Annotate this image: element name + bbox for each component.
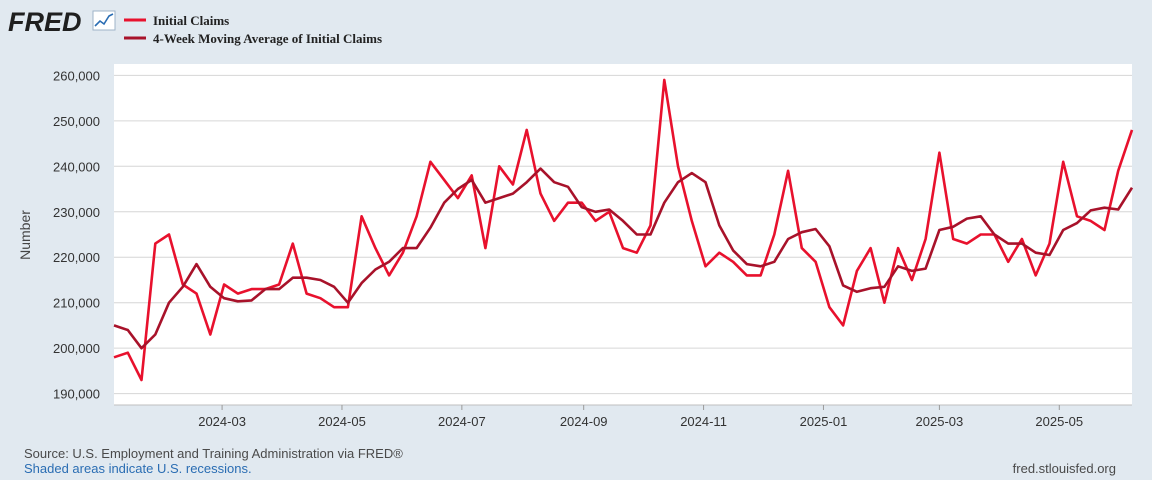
legend-label-initial-claims: Initial Claims (153, 13, 229, 28)
x-tick-label: 2025-05 (1035, 414, 1083, 429)
y-axis-label: Number (17, 210, 33, 260)
x-tick-label: 2024-03 (198, 414, 246, 429)
x-tick-label: 2024-09 (560, 414, 608, 429)
y-tick-label: 250,000 (53, 114, 100, 129)
trend-chart-icon (92, 10, 116, 31)
source-note: Source: U.S. Employment and Training Adm… (24, 446, 403, 461)
recession-note[interactable]: Shaded areas indicate U.S. recessions. (24, 461, 252, 476)
y-tick-label: 260,000 (53, 68, 100, 83)
x-tick-label: 2025-01 (800, 414, 848, 429)
y-tick-label: 240,000 (53, 159, 100, 174)
fred-logo[interactable]: FRED (8, 7, 116, 37)
y-axis-ticks: 190,000 200,000 210,000 220,000 230,000 240,0… (53, 68, 100, 401)
series-lines (113, 78, 1134, 382)
grid-lines (114, 74, 1132, 395)
x-tick-label: 2024-11 (680, 414, 727, 429)
x-axis-ticks: 2024-03 2024-05 2024-07 2024-09 2024-11 2025-… (114, 404, 1132, 429)
y-tick-label: 200,000 (53, 341, 100, 356)
y-tick-label: 230,000 (53, 205, 100, 220)
fred-logo-text: FRED (8, 7, 82, 37)
legend: Initial Claims 4-Week Moving Average of … (124, 13, 382, 46)
y-tick-label: 220,000 (53, 250, 100, 265)
series-line-moving-average (113, 167, 1134, 350)
x-tick-label: 2024-07 (438, 414, 486, 429)
x-tick-label: 2025-03 (916, 414, 964, 429)
series-line-initial-claims (113, 78, 1134, 382)
y-tick-label: 190,000 (53, 387, 100, 402)
legend-label-moving-average: 4-Week Moving Average of Initial Claims (153, 31, 382, 46)
x-tick-label: 2024-05 (318, 414, 366, 429)
fred-url[interactable]: fred.stlouisfed.org (1012, 461, 1116, 476)
y-tick-label: 210,000 (53, 296, 100, 311)
